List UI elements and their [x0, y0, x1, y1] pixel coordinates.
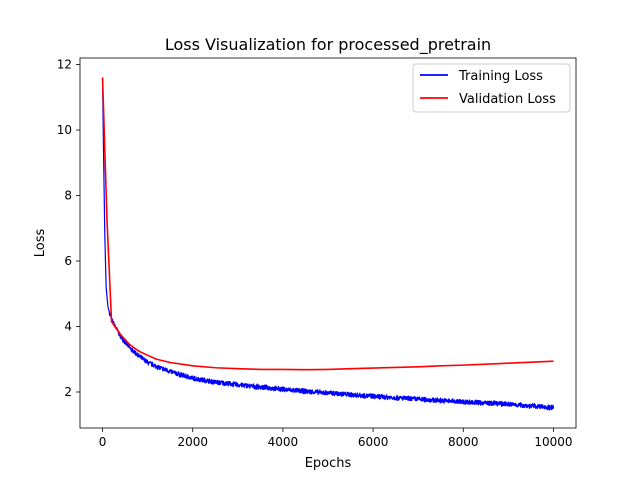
x-tick-label: 2000 — [177, 435, 208, 449]
legend-box — [412, 63, 571, 113]
y-tick-label: 6 — [64, 254, 72, 268]
training-loss-line — [101, 77, 555, 411]
x-tick-label: 0 — [99, 435, 107, 449]
plot-frame — [79, 57, 577, 429]
y-tick-label: 10 — [57, 123, 72, 137]
y-tick-label: 2 — [64, 385, 72, 399]
y-axis-label: Loss — [33, 229, 48, 258]
legend: Training Loss Validation Loss — [412, 63, 571, 113]
x-tick-label: 10000 — [534, 435, 572, 449]
x-tick-label: 6000 — [358, 435, 389, 449]
plot-area — [80, 58, 576, 428]
x-tick-label: 8000 — [448, 435, 479, 449]
x-axis-label: Epochs — [305, 456, 352, 471]
validation-loss-line — [101, 77, 554, 371]
series-layer — [101, 77, 555, 411]
y-tick-label: 12 — [57, 58, 72, 72]
x-axis-ticks: 0 2000 4000 6000 8000 10000 — [99, 428, 573, 449]
legend-label-validation: Validation Loss — [459, 92, 556, 107]
chart-title: Loss Visualization for processed_pretrai… — [165, 35, 491, 55]
y-tick-label: 4 — [64, 319, 72, 333]
y-tick-label: 8 — [64, 189, 72, 203]
x-tick-label: 4000 — [268, 435, 299, 449]
legend-label-training: Training Loss — [458, 69, 543, 84]
y-axis-ticks: 2 4 6 8 10 12 — [57, 58, 80, 399]
